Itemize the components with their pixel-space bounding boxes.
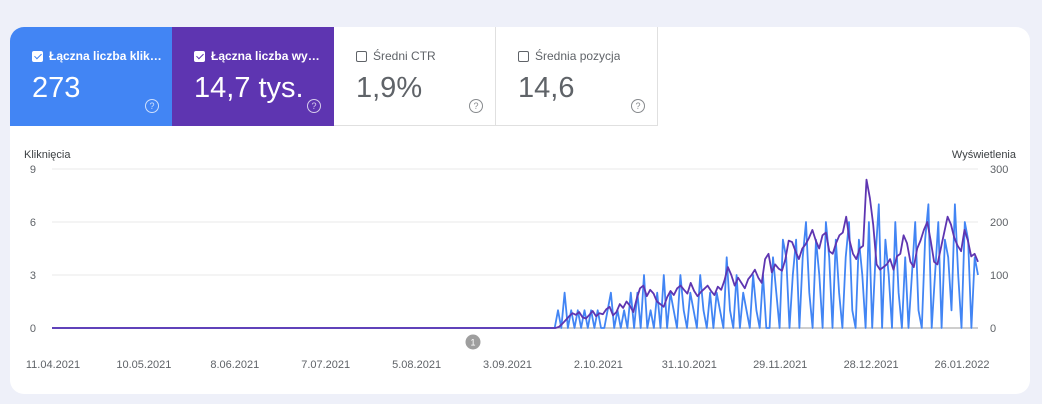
metric-tile-head: Łączna liczba klik… [32, 49, 162, 63]
x-tick-label: 8.06.2021 [210, 359, 259, 371]
series-line-clicks [52, 203, 979, 329]
y-left-tick-label: 0 [30, 323, 36, 335]
x-tick-label: 26.01.2022 [934, 359, 989, 371]
x-tick-label: 11.04.2021 [26, 359, 80, 371]
metric-tile-head: Łączna liczba wy… [194, 49, 324, 63]
metric-tile-impressions[interactable]: Łączna liczba wy… 14,7 tys. ? [172, 27, 334, 126]
metric-tile-head: Średnia pozycja [518, 49, 648, 63]
x-tick-label: 10.05.2021 [116, 359, 171, 371]
metric-tile-clicks[interactable]: Łączna liczba klik… 273 ? [10, 27, 172, 126]
performance-chart[interactable]: 0 3 6 9 0 100 200 300 11.04.2021 10.05.2021 8.06.2… [10, 27, 1030, 394]
checkbox-checked-icon[interactable] [194, 50, 205, 62]
metric-tiles: Łączna liczba klik… 273 ? Łączna liczba … [10, 27, 658, 126]
y-left-tick-label: 9 [30, 164, 36, 176]
performance-card: Łączna liczba klik… 273 ? Łączna liczba … [10, 27, 1030, 394]
metric-value-position: 14,6 [518, 72, 575, 104]
checkbox-unchecked-icon[interactable] [518, 50, 529, 62]
y-right-tick-label: 100 [990, 270, 1008, 282]
metric-tile-head: Średni CTR [356, 49, 486, 63]
help-icon[interactable]: ? [307, 99, 321, 113]
y-left-tick-label: 3 [30, 270, 36, 282]
metric-value-impressions: 14,7 tys. [194, 72, 304, 104]
x-tick-label: 31.10.2021 [662, 359, 717, 371]
y-left-axis-title: Kliknięcia [24, 149, 71, 161]
help-icon[interactable]: ? [469, 99, 483, 113]
x-tick-label: 29.11.2021 [753, 359, 807, 371]
y-right-tick-label: 300 [990, 164, 1008, 176]
x-tick-label: 5.08.2021 [392, 359, 441, 371]
checkbox-checked-icon[interactable] [32, 50, 43, 62]
series-line-impressions [52, 178, 979, 329]
annotation-label: 1 [470, 338, 475, 348]
metric-value-clicks: 273 [32, 72, 81, 104]
metric-value-ctr: 1,9% [356, 72, 423, 104]
x-tick-label: 2.10.2021 [574, 359, 623, 371]
help-icon[interactable]: ? [631, 99, 645, 113]
checkbox-unchecked-icon[interactable] [356, 50, 367, 62]
x-tick-label: 7.07.2021 [301, 359, 350, 371]
metric-tile-position[interactable]: Średnia pozycja 14,6 ? [496, 27, 658, 126]
x-tick-label: 28.12.2021 [844, 359, 899, 371]
y-right-axis-title: Wyświetlenia [951, 149, 1016, 161]
help-icon[interactable]: ? [145, 99, 159, 113]
metric-tile-ctr[interactable]: Średni CTR 1,9% ? [334, 27, 496, 126]
y-right-tick-label: 0 [990, 323, 996, 335]
y-left-tick-label: 6 [30, 217, 36, 229]
annotation-marker [465, 334, 481, 350]
x-tick-label: 3.09.2021 [483, 359, 532, 371]
y-right-tick-label: 200 [990, 217, 1008, 229]
